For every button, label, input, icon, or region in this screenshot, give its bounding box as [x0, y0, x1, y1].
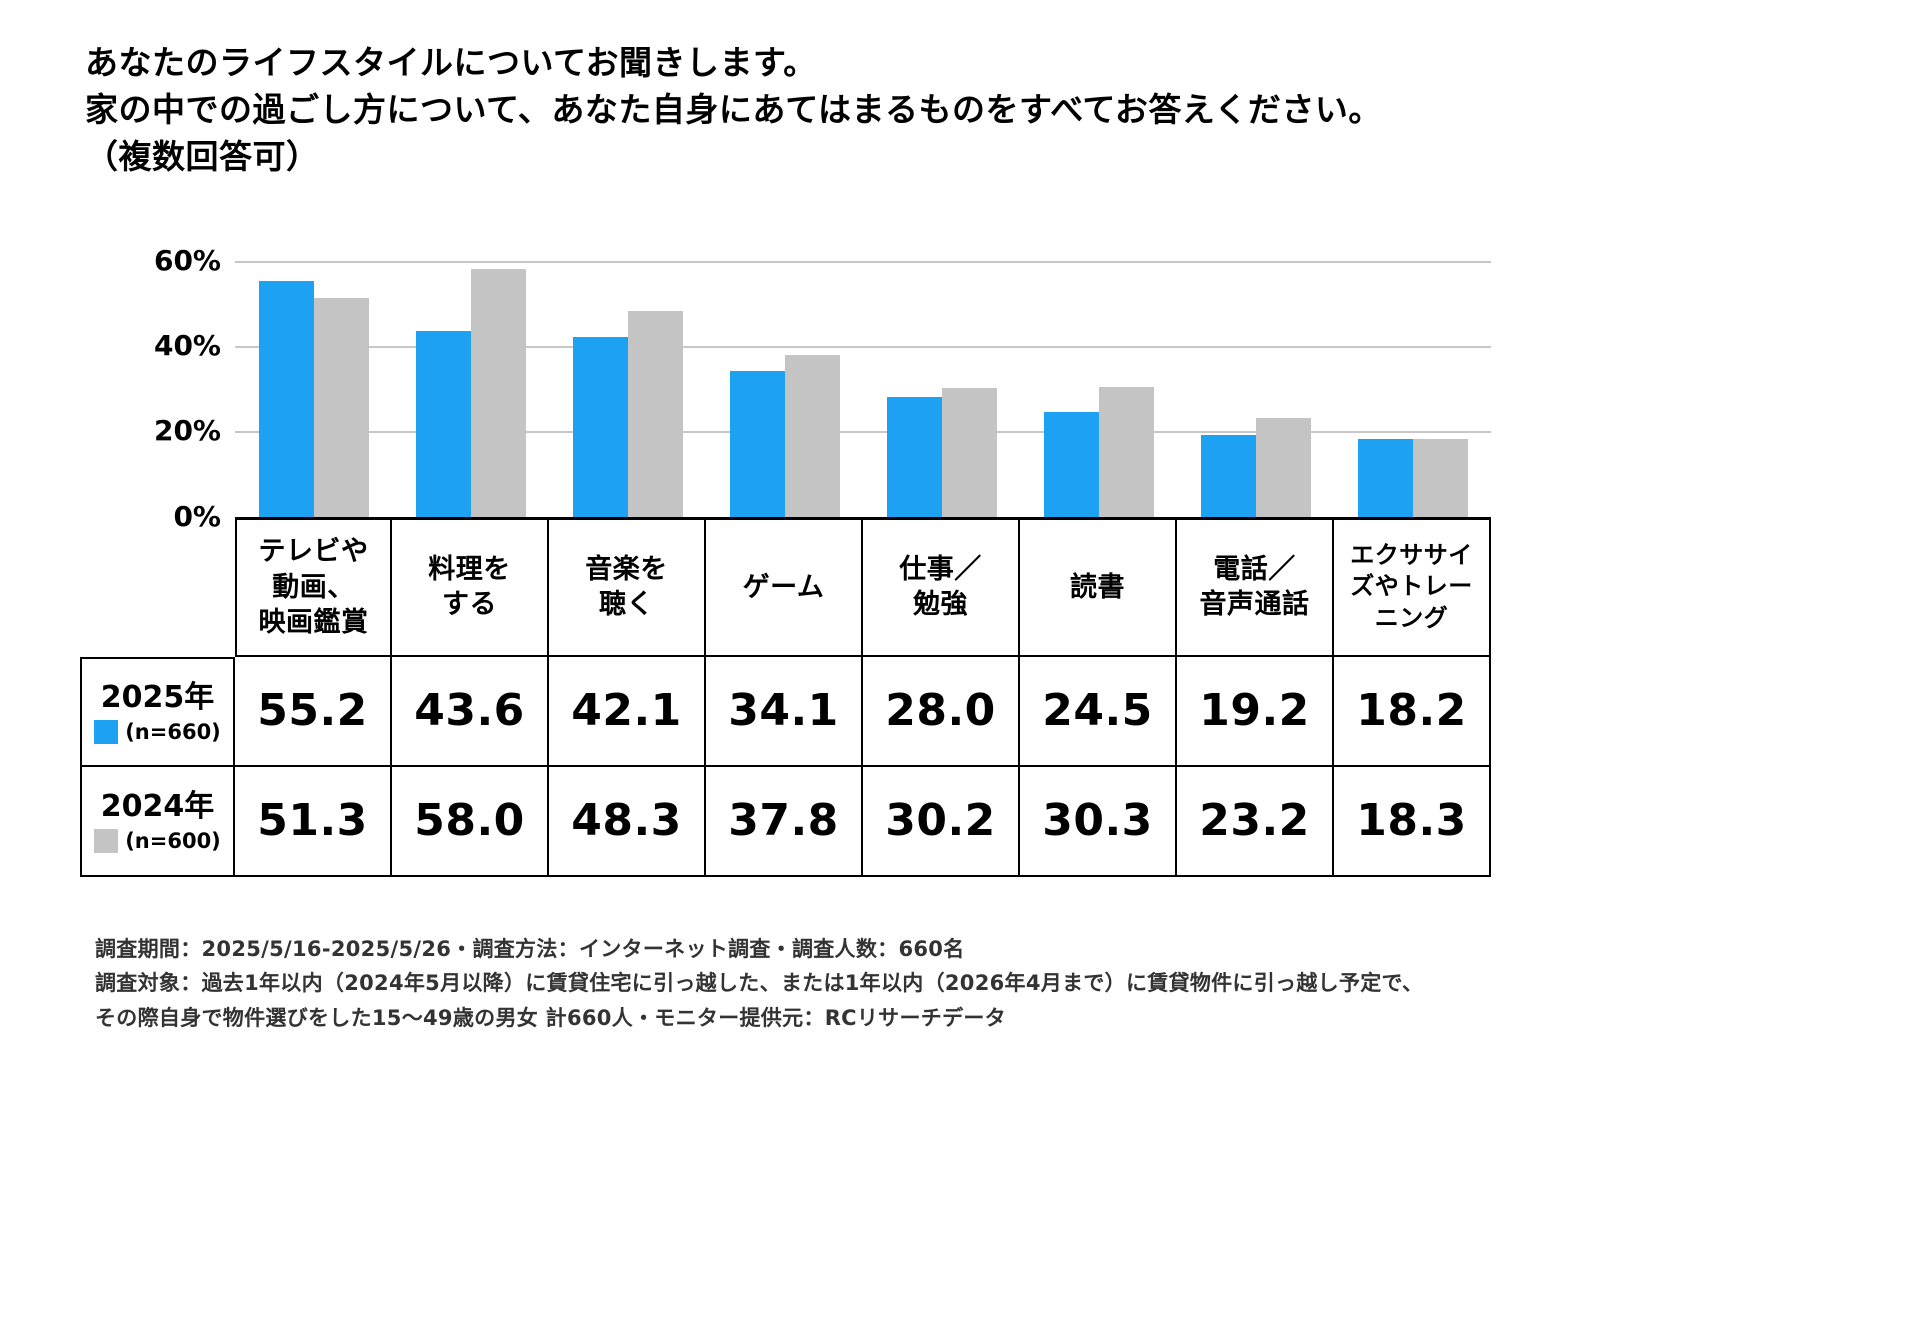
value-cell: 19.2	[1177, 656, 1334, 767]
note-line-3: その際自身で物件選びをした15～49歳の男女 計660人・モニター提供元：RCリ…	[95, 1005, 1006, 1030]
survey-notes: 調査期間：2025/5/16-2025/5/26・調査方法：インターネット調査・…	[95, 932, 1860, 1036]
gridline	[235, 260, 1491, 263]
title-line-1: あなたのライフスタイルについてお聞きします。	[85, 43, 817, 82]
series-year-label: 2024年	[100, 788, 215, 824]
value-cell: 28.0	[863, 656, 1020, 767]
category-header-cell: テレビや 動画、 映画鑑賞	[235, 516, 392, 657]
bar-2024	[1412, 438, 1468, 517]
value-cell: 24.5	[1020, 656, 1177, 767]
plot-area	[235, 260, 1491, 517]
y-axis-tick: 60%	[153, 243, 221, 277]
value-cell: 51.3	[235, 766, 392, 877]
value-cell: 18.2	[1334, 656, 1491, 767]
value-cell: 42.1	[549, 656, 706, 767]
survey-question-title: あなたのライフスタイルについてお聞きします。 家の中での過ごし方について、あなた…	[85, 40, 1860, 181]
series-year-label: 2025年	[100, 679, 215, 715]
bar-2025	[415, 330, 471, 517]
bar-group	[863, 261, 1020, 517]
value-cell: 48.3	[549, 766, 706, 877]
bar-2025	[1043, 412, 1099, 517]
bar-2025	[572, 336, 628, 517]
value-cell: 37.8	[706, 766, 863, 877]
gridline	[235, 431, 1491, 434]
bar-2024	[313, 297, 369, 517]
value-cell: 30.2	[863, 766, 1020, 877]
corner-cell	[80, 516, 235, 657]
bar-2024	[627, 310, 683, 517]
bar-groups	[235, 261, 1491, 517]
category-header-cell: 音楽を 聴く	[549, 516, 706, 657]
value-cell: 34.1	[706, 656, 863, 767]
row-label-cell: 2024年 (n=600)	[80, 766, 235, 877]
bar-group	[235, 261, 392, 517]
note-line-2: 調査対象：過去1年以内（2024年5月以降）に賃貸住宅に引っ越した、または1年以…	[95, 971, 1424, 996]
value-cell: 43.6	[392, 656, 549, 767]
bar-group	[1177, 261, 1334, 517]
value-cell: 58.0	[392, 766, 549, 877]
y-axis-tick: 40%	[153, 328, 221, 362]
series-n-label: (n=660)	[125, 719, 221, 744]
title-line-2: 家の中での過ごし方について、あなた自身にあてはまるものをすべてお答えください。	[85, 89, 1382, 129]
bar-group	[706, 261, 863, 517]
bar-2024	[941, 387, 997, 517]
gridline	[235, 345, 1491, 348]
bar-2025	[1357, 438, 1413, 517]
legend-swatch-2025	[94, 719, 119, 744]
category-header-cell: ゲーム	[706, 516, 863, 657]
category-header-cell: 読書	[1020, 516, 1177, 657]
category-header-cell: エクササイ ズやトレー ニング	[1334, 516, 1491, 657]
y-axis-tick: 20%	[153, 414, 221, 448]
bar-group	[1020, 261, 1177, 517]
bar-2024	[1098, 387, 1154, 517]
y-axis-tick: 0%	[173, 499, 221, 533]
y-axis: 0% 20% 40% 60%	[80, 244, 235, 533]
value-cell: 55.2	[235, 656, 392, 767]
series-n-label: (n=600)	[125, 828, 221, 853]
bar-group	[392, 261, 549, 517]
value-cell: 23.2	[1177, 766, 1334, 877]
data-table: テレビや 動画、 映画鑑賞 料理を する 音楽を 聴く ゲーム 仕事／ 勉強 読書 電話／ …	[80, 516, 1920, 877]
category-header-cell: 料理を する	[392, 516, 549, 657]
value-cell: 30.3	[1020, 766, 1177, 877]
bar-2025	[258, 281, 314, 517]
series-legend: (n=660)	[94, 719, 221, 744]
bar-group	[549, 261, 706, 517]
category-header-cell: 仕事／ 勉強	[863, 516, 1020, 657]
series-legend: (n=600)	[94, 828, 221, 853]
bar-2025	[1200, 434, 1256, 517]
category-header-cell: 電話／ 音声通話	[1177, 516, 1334, 657]
legend-swatch-2024	[94, 828, 119, 853]
bar-2024	[1255, 417, 1311, 517]
title-line-3: （複数回答可）	[85, 136, 320, 176]
value-cell: 18.3	[1334, 766, 1491, 877]
bar-2024	[470, 269, 526, 517]
note-line-1: 調査期間：2025/5/16-2025/5/26・調査方法：インターネット調査・…	[95, 936, 965, 961]
grouped-bar-chart: 0% 20% 40% 60%	[80, 244, 1920, 533]
bar-2025	[729, 371, 785, 517]
infographic-page: あなたのライフスタイルについてお聞きします。 家の中での過ごし方について、あなた…	[0, 40, 1920, 1320]
bar-group	[1334, 261, 1491, 517]
row-label-cell: 2025年 (n=660)	[80, 656, 235, 767]
bar-2024	[784, 355, 840, 517]
bar-2025	[886, 397, 942, 517]
